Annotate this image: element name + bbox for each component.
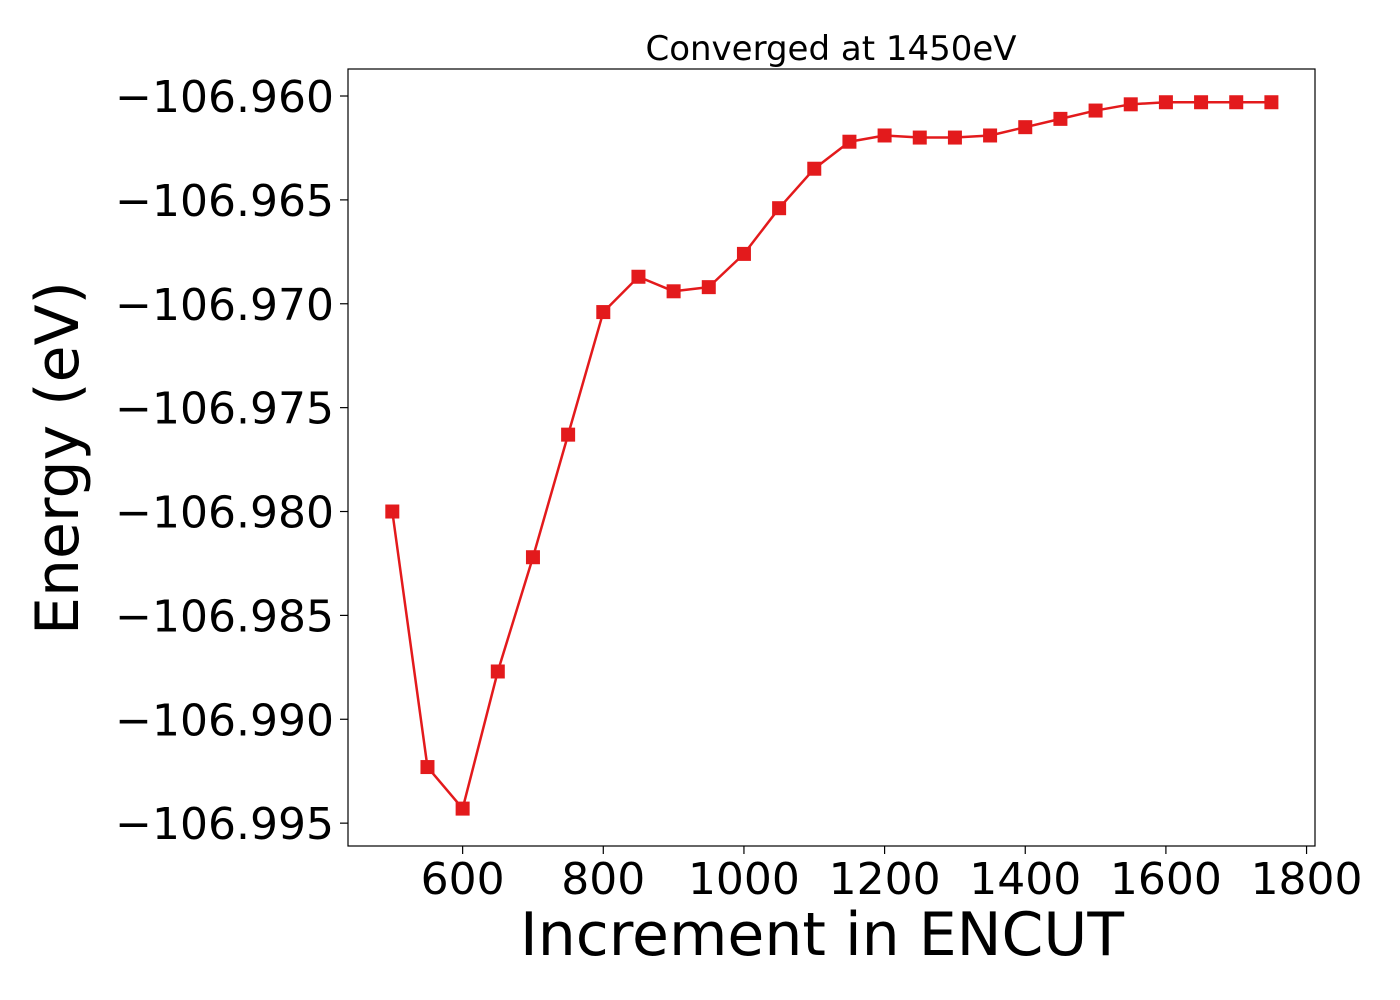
data-point-marker — [1264, 95, 1279, 110]
data-point-marker — [666, 284, 681, 299]
y-tick-label: −106.965 — [115, 176, 334, 227]
x-tick-label: 1600 — [1110, 854, 1222, 905]
y-axis-label: Energy (eV) — [23, 281, 93, 635]
y-tick-label: −106.975 — [115, 384, 334, 435]
data-point-marker — [1053, 111, 1068, 126]
data-point-marker — [912, 130, 927, 145]
y-tick-label: −106.970 — [115, 280, 334, 331]
y-tick-label: −106.960 — [115, 72, 334, 123]
y-tick-label: −106.995 — [115, 799, 334, 850]
data-point-marker — [596, 305, 611, 320]
y-tick-label: −106.985 — [115, 591, 334, 642]
x-tick-label: 800 — [561, 854, 645, 905]
data-point-marker — [561, 427, 576, 442]
data-point-marker — [525, 550, 540, 565]
y-tick-label: −106.990 — [115, 695, 334, 746]
data-point-marker — [701, 280, 716, 295]
data-point-marker — [1018, 120, 1033, 135]
x-axis-label: Increment in ENCUT — [520, 900, 1124, 970]
data-point-marker — [455, 801, 470, 816]
x-axis: 600 800 1000 1200 1400 1600 1800 — [421, 846, 1363, 905]
data-point-marker — [772, 201, 787, 216]
data-point-marker — [807, 161, 822, 176]
data-point-marker — [1158, 95, 1173, 110]
data-point-marker — [631, 269, 646, 284]
data-point-marker — [490, 664, 505, 679]
data-point-marker — [1194, 95, 1209, 110]
data-point-marker — [877, 128, 892, 143]
plot-frame — [347, 68, 1316, 847]
x-tick-label: 1000 — [688, 854, 800, 905]
x-tick-label: 1200 — [829, 854, 941, 905]
plot-layer — [385, 95, 1279, 816]
data-point-marker — [1088, 103, 1103, 118]
y-axis: −106.960 −106.965 −106.970 −106.975 −106.980… — [115, 72, 348, 850]
data-point-marker — [947, 130, 962, 145]
chart-title: Converged at 1450eV — [645, 29, 1016, 69]
data-point-marker — [1229, 95, 1244, 110]
data-point-marker — [385, 504, 400, 519]
y-tick-label: −106.980 — [115, 488, 334, 539]
data-point-marker — [842, 134, 857, 149]
data-point-marker — [1123, 97, 1138, 112]
x-tick-label: 1800 — [1251, 854, 1363, 905]
data-point-marker — [736, 246, 751, 261]
x-tick-label: 1400 — [969, 854, 1081, 905]
data-point-marker — [983, 128, 998, 143]
x-tick-label: 600 — [421, 854, 505, 905]
data-point-marker — [420, 760, 435, 775]
